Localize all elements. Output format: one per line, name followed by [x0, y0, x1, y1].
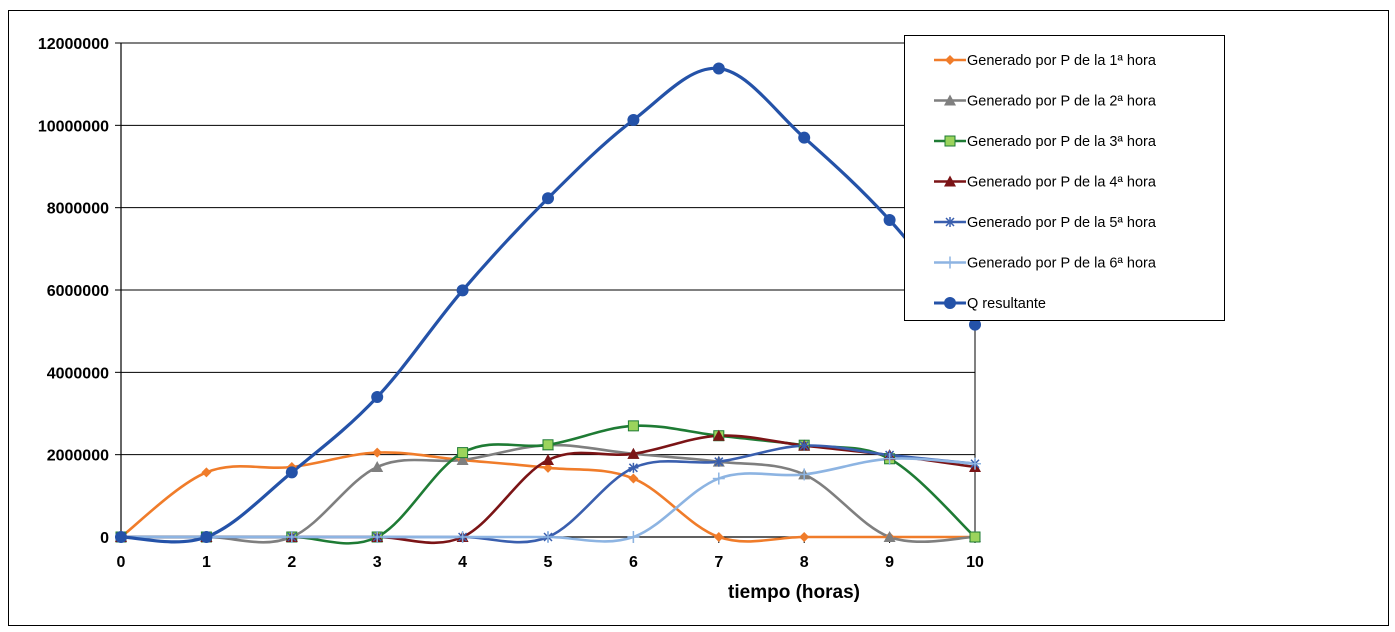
data-point — [627, 531, 640, 543]
data-point — [542, 439, 554, 451]
data-point — [371, 461, 384, 473]
legend-swatch-marker — [945, 217, 955, 227]
data-markers — [115, 62, 981, 543]
data-point — [543, 462, 553, 473]
data-point — [798, 131, 811, 144]
x-tick-label: 9 — [885, 554, 894, 571]
data-point — [798, 468, 811, 481]
marker-stroke — [799, 441, 809, 451]
legend-label: Generado por P de la 6ª hora — [967, 256, 1157, 272]
y-tick-label: 12000000 — [38, 36, 109, 53]
legend-label: Generado por P de la 1ª hora — [967, 53, 1157, 69]
data-point — [799, 532, 810, 542]
y-tick-label: 4000000 — [47, 365, 109, 382]
grid-lines — [121, 42, 975, 456]
data-point — [456, 531, 469, 543]
data-point — [371, 531, 384, 543]
x-axis-title: tiempo (horas) — [728, 582, 860, 603]
legend-swatch-marker — [944, 135, 956, 147]
data-point — [200, 531, 213, 543]
data-point — [372, 447, 383, 458]
legend-box — [904, 35, 1225, 321]
x-tick-label: 10 — [966, 554, 984, 571]
data-point — [627, 420, 639, 432]
x-tick-label: 2 — [287, 554, 296, 571]
data-point — [712, 429, 725, 441]
data-point — [713, 456, 724, 467]
data-point — [627, 113, 640, 126]
data-point — [542, 192, 554, 205]
legend-label: Generado por P de la 2ª hora — [967, 94, 1157, 110]
marker-stroke — [714, 457, 724, 467]
x-tick-label: 8 — [800, 554, 809, 571]
data-point — [627, 447, 640, 459]
data-point — [285, 466, 298, 479]
x-tick-label: 3 — [373, 554, 382, 571]
legend-swatch-marker — [944, 297, 956, 309]
data-point — [969, 531, 981, 543]
legend-label: Generado por P de la 3ª hora — [967, 134, 1157, 150]
x-tick-label: 7 — [714, 554, 723, 571]
x-tick-label: 0 — [117, 554, 126, 571]
marker-stroke — [945, 217, 955, 227]
data-point — [457, 447, 469, 459]
legend: Generado por P de la 1ª hora Generado por… — [904, 35, 1225, 321]
data-point — [799, 440, 810, 451]
data-point — [371, 391, 384, 404]
legend-label: Q resultante — [967, 296, 1046, 312]
legend-label: Generado por P de la 5ª hora — [967, 215, 1157, 231]
tick-labels: 0200000040000006000000800000010000000120… — [38, 36, 984, 571]
data-point — [628, 462, 639, 473]
data-point — [542, 454, 554, 466]
y-tick-label: 0 — [100, 530, 109, 547]
y-tick-label: 6000000 — [47, 283, 109, 300]
data-point — [115, 531, 127, 543]
data-point — [883, 452, 896, 465]
y-tick-label: 8000000 — [47, 201, 109, 218]
legend-label: Generado por P de la 4ª hora — [967, 175, 1157, 191]
x-tick-label: 4 — [458, 554, 467, 571]
data-point — [969, 318, 981, 331]
x-tick-label: 5 — [544, 554, 553, 571]
y-tick-label: 10000000 — [38, 118, 109, 135]
data-point — [883, 531, 896, 542]
marker-stroke — [628, 463, 638, 473]
legend-swatch-marker — [945, 55, 955, 65]
data-point — [883, 214, 896, 227]
legend-swatch-marker — [944, 94, 956, 106]
data-point — [713, 532, 724, 542]
x-tick-label: 1 — [202, 554, 211, 571]
data-point — [712, 472, 725, 485]
y-tick-label: 2000000 — [47, 448, 109, 465]
data-point — [456, 284, 469, 297]
legend-swatch-marker — [944, 256, 956, 269]
x-tick-label: 6 — [629, 554, 638, 571]
legend-swatch-marker — [944, 175, 956, 187]
data-point — [285, 531, 298, 543]
data-point — [456, 454, 469, 466]
data-point — [542, 531, 554, 543]
data-point — [201, 467, 212, 478]
data-point — [969, 457, 981, 470]
data-point — [628, 473, 639, 484]
data-point — [712, 62, 725, 75]
